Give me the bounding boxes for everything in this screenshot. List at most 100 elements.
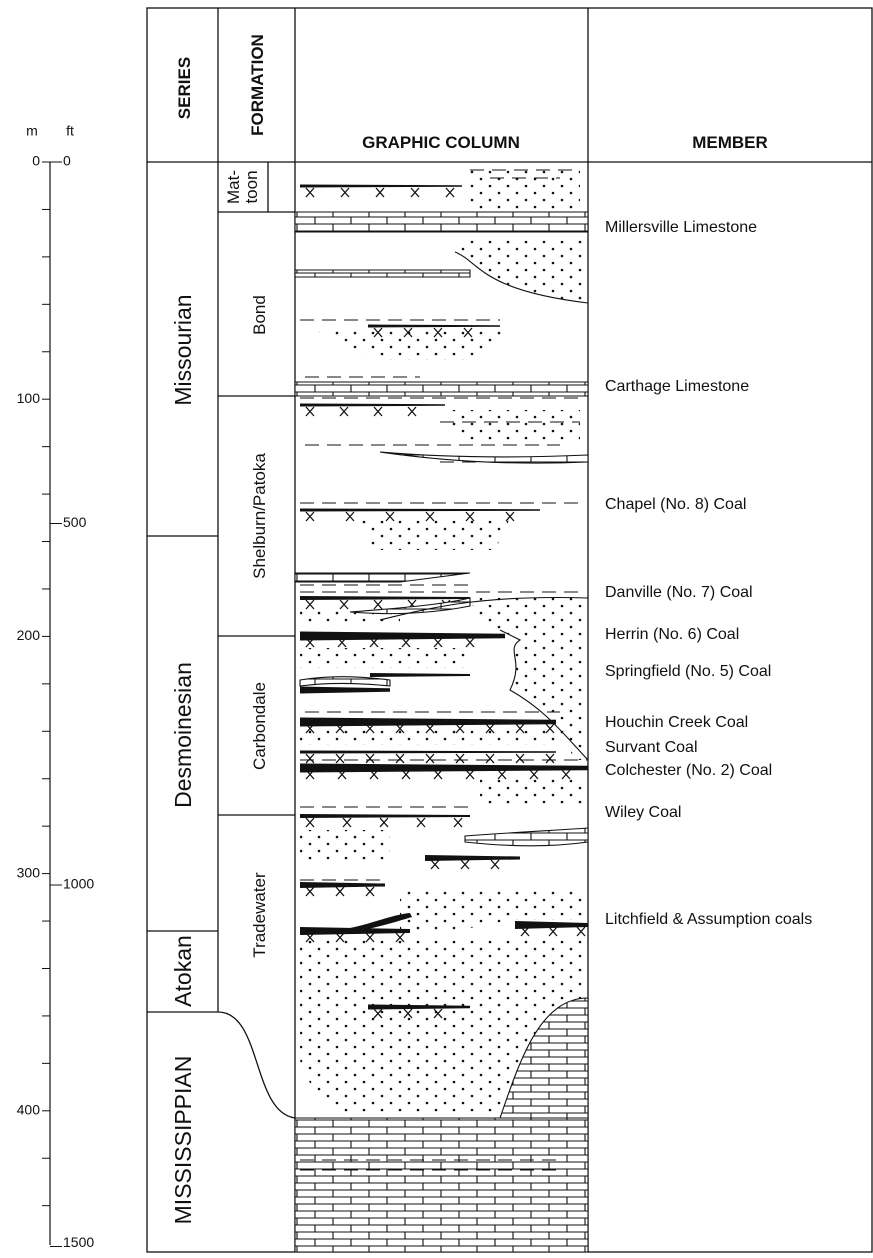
coal (300, 686, 390, 694)
formation-label: Carbondale (250, 682, 269, 770)
limestone (379, 451, 589, 464)
rootlet (485, 723, 495, 734)
limestone (349, 597, 471, 615)
rootlet (365, 723, 375, 734)
rootlet (520, 926, 530, 937)
member-label: Danville (No. 7) Coal (605, 584, 753, 601)
rootlet (305, 817, 315, 828)
coal (300, 763, 588, 773)
coal (368, 1004, 470, 1010)
rootlet (545, 723, 555, 734)
labels: SERIES FORMATION GRAPHIC COLUMN MEMBER Misso… (170, 34, 812, 1224)
formation-label: toon (242, 170, 261, 203)
rootlet (485, 753, 495, 764)
rootlet (369, 637, 379, 648)
limestone (294, 269, 471, 278)
rootlet (305, 769, 315, 780)
rootlet (395, 753, 405, 764)
formation-label: Shelburn/Patoka (250, 453, 269, 579)
rootlet (430, 859, 440, 870)
coal (300, 717, 556, 727)
m-label: 400 (17, 1102, 41, 1118)
contact (454, 251, 589, 304)
m-label: 100 (17, 390, 41, 406)
contact (379, 596, 589, 621)
ft-label: 1000 (63, 876, 94, 892)
rootlet (305, 187, 315, 198)
sandstone (470, 594, 588, 760)
rootlet (365, 753, 375, 764)
rootlet (433, 327, 443, 338)
rootlet (373, 1008, 383, 1019)
rootlet (545, 753, 555, 764)
graphic-column (294, 169, 589, 1253)
rootlet (407, 406, 417, 417)
rootlet (305, 723, 315, 734)
rootlet (425, 723, 435, 734)
coal (300, 750, 556, 754)
rootlet (369, 769, 379, 780)
limestone (294, 381, 589, 397)
rootlet (548, 926, 558, 937)
coal (300, 403, 445, 407)
coal (370, 673, 470, 677)
rootlet (305, 753, 315, 764)
rootlet (401, 637, 411, 648)
rootlet (337, 769, 347, 780)
series-label: Desmoinesian (170, 662, 196, 808)
rootlet (335, 886, 345, 897)
coal-split (340, 913, 412, 932)
rootlet (455, 723, 465, 734)
limestone (294, 572, 471, 583)
ft-label: 0 (63, 153, 71, 169)
sandstone (300, 728, 560, 745)
member-label: Chapel (No. 8) Coal (605, 496, 746, 513)
rootlet (339, 599, 349, 610)
member-label: Carthage Limestone (605, 378, 749, 395)
series-label: Atokan (170, 935, 196, 1007)
member-label: Colchester (No. 2) Coal (605, 762, 772, 779)
rootlet (515, 723, 525, 734)
rootlet (340, 187, 350, 198)
rootlet (305, 511, 315, 522)
coal (300, 508, 540, 512)
series-label: MISSISSIPPIAN (170, 1056, 196, 1225)
rootlet (345, 511, 355, 522)
coal (300, 596, 470, 600)
ft-label: 1500 (63, 1234, 94, 1250)
member-label: Millersville Limestone (605, 219, 757, 236)
rootlet (342, 817, 352, 828)
rootlet (305, 637, 315, 648)
rootlet (460, 859, 470, 870)
rootlet (425, 753, 435, 764)
rootlet (379, 817, 389, 828)
m-label: 300 (17, 864, 41, 880)
rootlet (465, 637, 475, 648)
limestone (299, 676, 391, 687)
header: SERIES (175, 57, 194, 119)
rootlet (395, 723, 405, 734)
coal (425, 855, 520, 861)
coal (300, 882, 385, 888)
ft-label: 500 (63, 514, 87, 530)
rootlet (561, 769, 571, 780)
formation-label: Bond (250, 295, 269, 335)
rootlet (490, 859, 500, 870)
limestone (464, 827, 589, 847)
rootlet (416, 817, 426, 828)
limestone (294, 211, 589, 233)
sandstone (470, 170, 580, 210)
rootlet (339, 406, 349, 417)
rootlet (365, 886, 375, 897)
unit-label: ft (66, 123, 74, 139)
rootlet (373, 327, 383, 338)
m-label: 0 (32, 153, 40, 169)
sandstone (300, 830, 390, 860)
rootlet (335, 723, 345, 734)
rootlet (529, 769, 539, 780)
unit-label: m (26, 123, 38, 139)
rootlet (373, 599, 383, 610)
contact (499, 629, 589, 761)
limestone (294, 1117, 589, 1253)
